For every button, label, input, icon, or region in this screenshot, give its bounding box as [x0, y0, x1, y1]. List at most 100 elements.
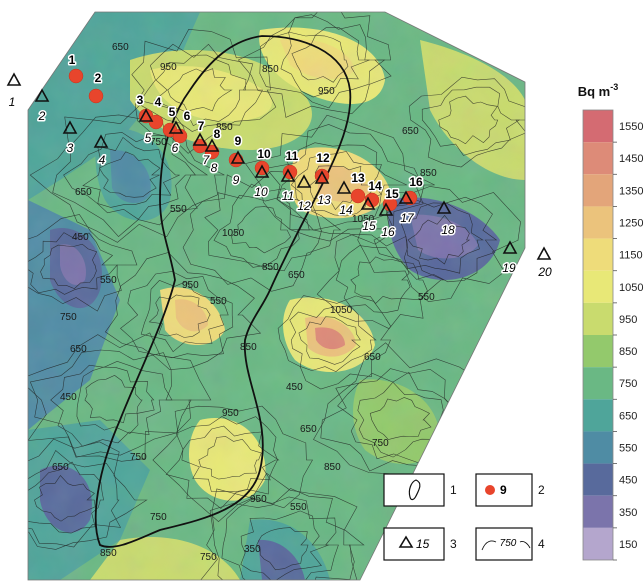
radon-peak-point: [254, 160, 270, 176]
measurement-site-label: 1: [9, 95, 16, 109]
legend-box-1: [383, 473, 445, 507]
contour-line: [153, 54, 247, 127]
measurement-site-label: 2: [38, 109, 46, 123]
contour-line: [408, 76, 525, 168]
contour-label: 850: [100, 548, 117, 559]
contour-label: 750: [150, 137, 167, 148]
contour-line: [82, 136, 180, 208]
radon-peak-label: 14: [368, 179, 382, 193]
radon-peak-label: 16: [409, 175, 423, 189]
contour-label: 850: [262, 64, 279, 75]
contour-label: 650: [300, 424, 317, 435]
contour-line: [316, 233, 445, 330]
contour-label: 950: [318, 86, 335, 97]
contour-line: [276, 142, 408, 231]
measurement-site-triangle: [34, 88, 50, 102]
contour-line: [265, 124, 425, 242]
contour-label: 550: [100, 275, 117, 286]
scale-swatch: [583, 270, 613, 303]
contour-line: [28, 332, 212, 458]
contour-line: [148, 294, 211, 338]
measurement-site-triangle: [398, 190, 414, 204]
scale-swatch: [583, 463, 613, 496]
scale-tick-label: 350: [619, 507, 637, 519]
measurement-site-label: 15: [362, 219, 376, 233]
scale-swatch: [583, 367, 613, 400]
measurement-site-label: 20: [537, 265, 552, 279]
measurement-site-label: 17: [400, 211, 415, 225]
radon-peak-label: 9: [235, 134, 242, 148]
scale-tick-label: 1250: [619, 218, 643, 230]
contour-line: [29, 349, 192, 462]
contour-line: [28, 438, 148, 550]
legend-num-4: 4: [538, 537, 545, 551]
contour-line: [399, 202, 484, 274]
contour-line: [421, 86, 521, 156]
measurement-site-triangle: [138, 108, 154, 122]
measurement-site-label: 14: [339, 203, 353, 217]
contour-line: [221, 496, 339, 580]
contour-line: [289, 305, 377, 372]
contour-label: 750: [130, 452, 147, 463]
contour-line: [98, 151, 161, 198]
contour-line: [181, 425, 280, 493]
contour-line: [357, 381, 446, 458]
contour-line: [231, 206, 291, 254]
scale-swatch: [583, 399, 613, 432]
contour-line: [335, 245, 428, 313]
measurement-site-label: 18: [441, 223, 455, 237]
scale-swatch: [583, 302, 613, 335]
measurement-site-triangle: [502, 240, 518, 254]
contour-line: [28, 214, 138, 312]
scale-swatch: [583, 238, 613, 271]
radon-peak-label: 10: [257, 147, 271, 161]
contour-label: 950: [182, 280, 199, 291]
scale-tick-label: 1450: [619, 153, 643, 165]
measurement-site-triangle: [62, 120, 78, 134]
unit-base: Bq m: [578, 84, 611, 99]
contour-line: [298, 316, 361, 365]
radon-peak-label: 4: [155, 95, 162, 109]
contour-label: 1050: [222, 228, 245, 239]
contour-line: [152, 405, 314, 522]
scale-tick-label: 550: [619, 443, 637, 455]
scale-swatch: [583, 110, 613, 143]
measurement-site-label: 13: [317, 193, 331, 207]
radon-peak-point: [350, 188, 366, 204]
color-scale: Bq m-3 1550 1450 1350 1250 1150 1050 950 850 750…: [578, 82, 643, 561]
scale-tick-label: 1350: [619, 185, 643, 197]
radon-peak-label: 3: [137, 93, 144, 107]
measurement-site-triangle: [6, 72, 22, 86]
contour-label: 750: [200, 552, 217, 563]
scale-tick-label: 1550: [619, 121, 643, 133]
contour-label: 750: [60, 312, 77, 323]
measurement-site-label: 7: [203, 153, 211, 167]
measurement-site-triangle: [536, 246, 552, 260]
measurement-site-label: 5: [145, 131, 152, 145]
contour-line: [63, 132, 197, 220]
contour-line: [28, 461, 104, 534]
measurement-site-label: 19: [502, 261, 516, 275]
measurement-site-triangle: [436, 200, 452, 214]
contour-line: [310, 165, 372, 211]
radon-peak-point: [68, 68, 84, 84]
zone-outline-sample-icon: [408, 479, 421, 501]
radon-peak-label: 7: [198, 119, 205, 133]
radon-peak-label: 1: [69, 53, 76, 67]
anomaly-zone-outline: [94, 35, 352, 548]
measurement-site-triangle: [336, 180, 352, 194]
legend-box-3: [383, 527, 445, 561]
scale-swatch: [583, 142, 613, 175]
measurement-site-label: 11: [282, 189, 294, 203]
contour-line: [40, 243, 98, 289]
measurement-site-triangle: [360, 196, 376, 210]
contour-label: 450: [286, 382, 303, 393]
unit-exponent: -3: [610, 82, 618, 92]
legend-num-3: 3: [450, 537, 457, 551]
contour-label: 650: [112, 42, 129, 53]
contour-line: [256, 527, 309, 571]
measurement-site-triangle: [280, 168, 296, 182]
